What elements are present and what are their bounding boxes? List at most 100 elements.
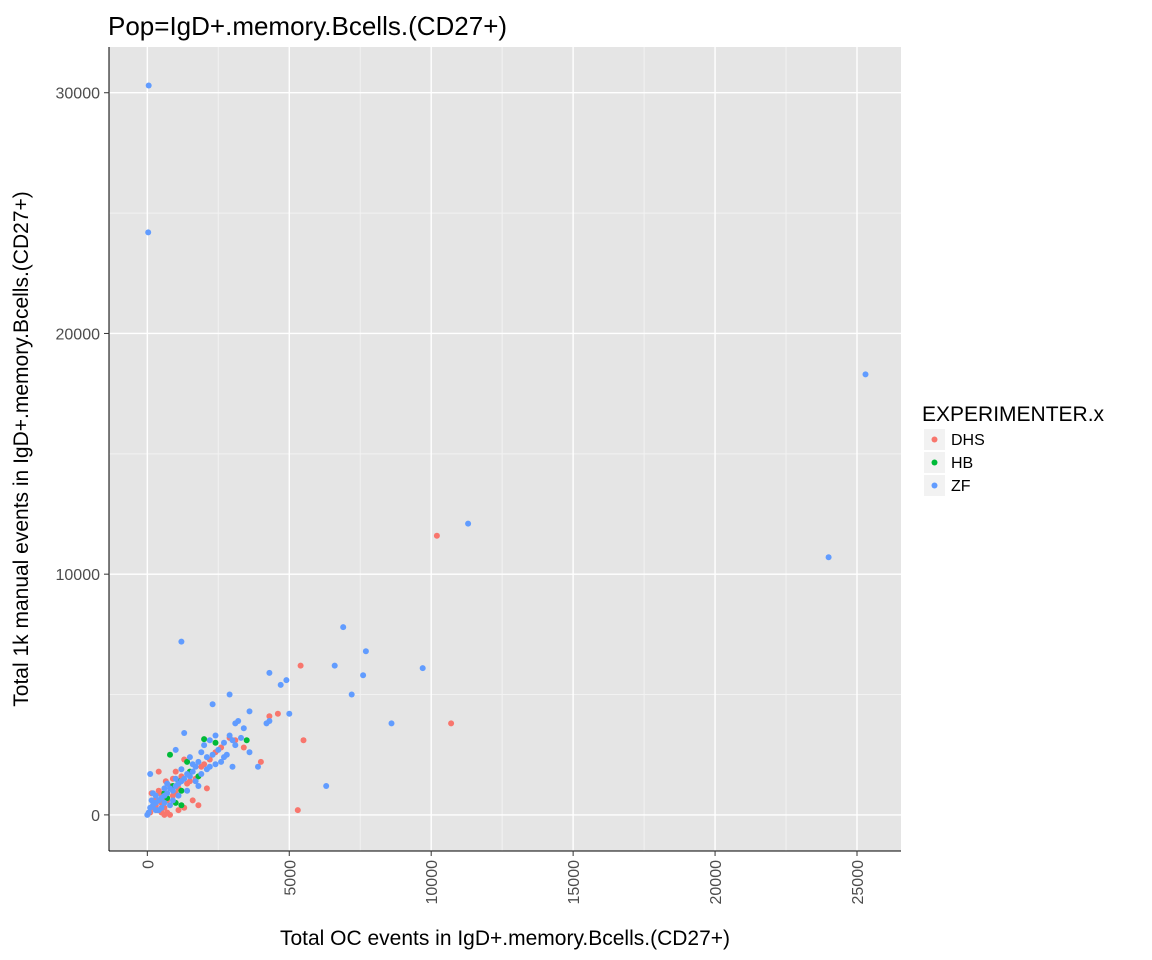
data-point-dhs [172, 768, 179, 775]
data-point-zf [340, 624, 347, 631]
data-point-dhs [274, 710, 281, 717]
data-points [144, 82, 869, 818]
data-point-zf [150, 790, 156, 797]
data-point-zf [172, 746, 179, 753]
x-axis-ticks: 0 5000 10000 15000 20000 25000 [140, 851, 867, 905]
data-point-dhs [448, 720, 455, 727]
minor-gridlines [109, 47, 901, 851]
data-point-dhs [184, 780, 191, 787]
x-tick-label: 20000 [708, 860, 725, 905]
data-point-zf [348, 691, 355, 698]
data-point-zf [226, 732, 233, 739]
data-point-zf [203, 754, 210, 761]
data-point-dhs [433, 532, 440, 539]
data-point-zf [218, 758, 225, 765]
data-point-hb [243, 737, 250, 744]
data-point-zf [209, 701, 216, 708]
data-point-zf [189, 761, 196, 768]
legend-title: EXPERIMENTER.x [922, 403, 1105, 426]
data-point-dhs [240, 744, 247, 751]
data-point-zf [167, 785, 173, 792]
data-point-zf [277, 681, 284, 688]
data-point-zf [283, 677, 290, 684]
data-point-zf [178, 638, 185, 645]
x-tick-label: 5000 [282, 860, 299, 896]
data-point-dhs [294, 807, 301, 814]
data-point-zf [145, 82, 152, 89]
data-point-dhs [266, 713, 273, 720]
data-point-zf [209, 751, 216, 758]
data-point-zf [172, 775, 179, 782]
data-point-zf [167, 802, 173, 809]
data-point-zf [232, 742, 239, 749]
data-point-zf [862, 371, 869, 378]
y-tick-label: 20000 [56, 326, 101, 343]
x-tick-label: 15000 [566, 860, 583, 905]
legend-key-marker [931, 436, 938, 443]
major-gridlines [109, 47, 901, 851]
data-point-zf [184, 771, 191, 777]
data-point-dhs [203, 785, 210, 792]
y-tick-label: 0 [91, 808, 100, 825]
data-point-zf [465, 520, 472, 527]
y-axis-title: Total 1k manual events in IgD+.memory.Bc… [10, 191, 33, 706]
data-point-dhs [169, 792, 176, 799]
data-point-zf [161, 785, 168, 792]
x-tick-label: 25000 [850, 860, 867, 905]
y-tick-label: 30000 [56, 86, 101, 103]
data-point-zf [246, 708, 253, 715]
legend-label: DHS [951, 432, 985, 449]
data-point-hb [167, 751, 173, 758]
legend: EXPERIMENTER.x DHS HB ZF [922, 403, 1105, 496]
data-point-zf [152, 807, 159, 814]
data-point-dhs [195, 802, 202, 809]
data-point-hb [178, 787, 185, 794]
data-point-dhs [155, 787, 162, 794]
data-point-zf [195, 758, 202, 765]
data-point-zf [192, 778, 199, 785]
axes [108, 47, 901, 852]
data-point-zf [240, 725, 247, 732]
y-tick-label: 10000 [56, 567, 101, 584]
data-point-zf [172, 783, 179, 789]
legend-key-marker [931, 459, 938, 466]
data-point-zf [229, 763, 236, 770]
data-point-zf [175, 792, 182, 799]
data-point-zf [212, 761, 219, 768]
data-point-zf [223, 751, 230, 758]
data-point-zf [181, 730, 188, 736]
data-point-zf [226, 691, 233, 698]
legend-key-marker [931, 482, 938, 489]
data-point-zf [232, 720, 239, 727]
data-point-hb [178, 802, 185, 809]
data-point-dhs [155, 768, 162, 775]
data-point-zf [825, 554, 832, 561]
data-point-zf [362, 648, 369, 655]
data-point-zf [145, 229, 152, 236]
x-tick-label: 0 [140, 860, 157, 869]
data-point-dhs [297, 662, 304, 669]
data-point-zf [286, 710, 293, 717]
data-point-zf [147, 771, 154, 777]
data-point-zf [186, 754, 193, 761]
data-point-zf [255, 763, 261, 770]
data-point-zf [164, 780, 171, 787]
legend-label: ZF [951, 478, 971, 495]
data-point-zf [212, 732, 219, 739]
data-point-zf [221, 739, 227, 746]
data-point-zf [198, 771, 205, 777]
data-point-zf [201, 742, 208, 749]
data-point-zf [229, 737, 236, 744]
data-point-zf [198, 749, 205, 756]
legend-label: HB [951, 455, 973, 472]
data-point-zf [189, 768, 196, 775]
data-point-hb [212, 739, 219, 746]
data-point-zf [169, 797, 176, 804]
data-point-dhs [189, 797, 196, 804]
data-point-zf [195, 783, 202, 789]
data-point-dhs [198, 763, 205, 770]
data-point-zf [323, 783, 330, 789]
data-point-zf [331, 662, 338, 669]
data-point-zf [238, 734, 244, 741]
